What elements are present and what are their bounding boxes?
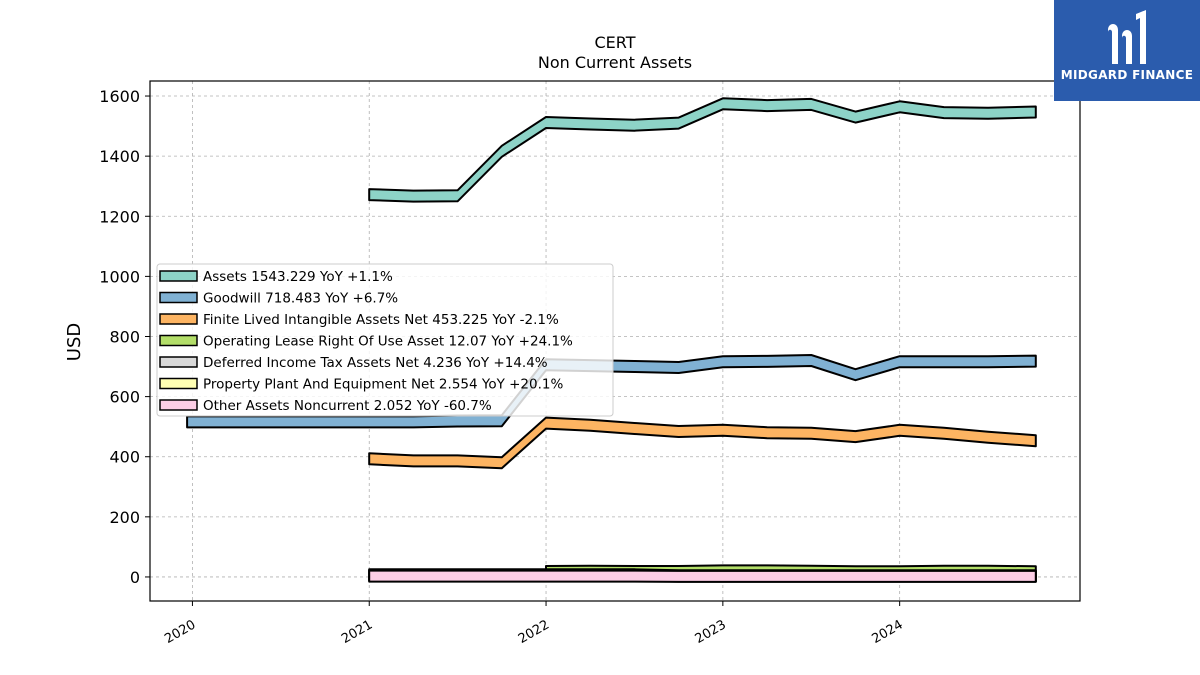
legend-entry: Operating Lease Right Of Use Asset 12.07…: [203, 334, 573, 350]
legend-entry: Goodwill 718.483 YoY +6.7%: [203, 291, 398, 307]
legend-entry: Assets 1543.229 YoY +1.1%: [203, 269, 393, 285]
legend: Assets 1543.229 YoY +1.1% Goodwill 718.48…: [156, 263, 614, 417]
chart-title-line1: CERT: [594, 33, 635, 52]
y-axis-label: USD: [64, 323, 85, 361]
x-axis: 2020 2021 2022 2023 2024: [162, 601, 906, 647]
logo-mark-icon: [1108, 10, 1146, 64]
legend-entry: Deferred Income Tax Assets Net 4.236 YoY…: [203, 355, 548, 371]
series-band-assets: [368, 97, 1037, 203]
chart-title-line2: Non Current Assets: [538, 53, 692, 72]
x-tick-label: 2023: [693, 617, 729, 647]
legend-swatch: [159, 291, 198, 304]
y-axis: 0 200 400 600 800 1000 1200 1400 1600: [99, 87, 150, 587]
y-tick-label: 1000: [99, 267, 140, 286]
x-tick-label: 2022: [516, 617, 552, 647]
x-tick-label: 2020: [162, 617, 198, 647]
y-tick-label: 1600: [99, 87, 140, 106]
series-band-finite-lived-intangible-assets-net: [368, 416, 1037, 470]
brand-logo: MIDGARD FINANCE: [1054, 0, 1200, 101]
legend-swatch: [159, 313, 198, 325]
x-tick-label: 2024: [869, 617, 905, 647]
legend-swatch: [159, 399, 198, 411]
y-tick-label: 1200: [99, 207, 140, 226]
y-tick-label: 200: [109, 508, 140, 527]
series-band-other-assets-noncurrent: [368, 569, 1037, 583]
x-tick-label: 2021: [339, 617, 375, 647]
y-tick-label: 0: [130, 568, 140, 587]
legend-box: [156, 263, 614, 417]
legend-swatch: [159, 377, 198, 390]
y-tick-label: 1400: [99, 147, 140, 166]
grid: [150, 81, 1080, 601]
legend-entry: Property Plant And Equipment Net 2.554 Y…: [203, 377, 563, 393]
y-tick-label: 600: [109, 388, 140, 407]
legend-entry: Finite Lived Intangible Assets Net 453.2…: [203, 312, 559, 328]
y-tick-label: 400: [109, 448, 140, 467]
plot-frame: [149, 80, 1081, 602]
logo-text: MIDGARD FINANCE: [1060, 68, 1194, 82]
legend-entry: Other Assets Noncurrent 2.052 YoY -60.7%: [203, 398, 492, 414]
legend-swatch: [159, 334, 198, 347]
legend-swatch: [159, 356, 198, 368]
y-tick-label: 800: [109, 327, 140, 346]
legend-swatch: [159, 270, 198, 282]
